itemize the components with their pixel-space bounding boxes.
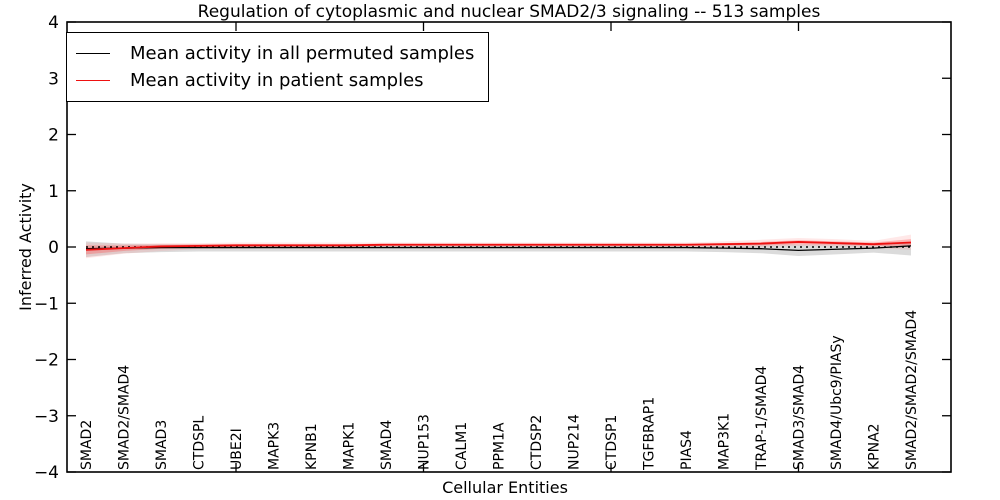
category-label: SMAD2 [79,420,95,470]
category-label: SMAD2/SMAD4 [117,365,133,470]
category-label: PPM1A [492,422,508,470]
y-tick-label: 3 [48,69,59,89]
legend-label-permuted: Mean activity in all permuted samples [130,43,475,64]
category-label: NUP214 [567,414,583,470]
category-label: PIAS4 [679,430,695,470]
chart-title: Regulation of cytoplasmic and nuclear SM… [197,2,821,22]
category-label: CTDSP2 [529,415,545,470]
legend-label-patient: Mean activity in patient samples [130,70,424,91]
category-label: CTDSP1 [604,415,620,470]
y-tick-label: 4 [48,13,59,33]
patient-outer-band [86,234,911,259]
category-label: SMAD4 [379,420,395,470]
permuted-line-swatch [76,53,110,54]
category-label: SMAD2/SMAD2/SMAD4 [904,310,920,470]
patient-line-swatch [76,80,110,81]
category-label: CALM1 [454,422,470,470]
category-label: MAP3K1 [717,413,733,470]
category-label: UBE2I [229,428,245,470]
category-label: KPNB1 [304,423,320,470]
patient-mean-line [85,241,912,251]
y-tick-label: 1 [48,182,59,202]
category-label: TRAP-1/SMAD4 [754,366,770,471]
y-tick-label: 0 [48,238,59,258]
category-label: MAPK3 [267,422,283,470]
category-label: SMAD4/Ubc9/PIASy [829,335,845,470]
category-label: SMAD3/SMAD4 [792,365,808,470]
y-tick-label: −3 [34,407,59,427]
patient-confidence-band [86,239,911,255]
y-tick-label: 2 [48,126,59,146]
category-label: SMAD3 [154,420,170,470]
y-tick-label: −2 [34,351,59,371]
legend-entry-permuted: Mean activity in all permuted samples [76,40,474,67]
y-tick-label: −4 [34,463,59,483]
x-axis-label: Cellular Entities [442,478,568,497]
category-label: MAPK1 [342,422,358,470]
y-tick-label: −1 [34,294,59,314]
legend-box: Mean activity in all permuted samples Me… [66,32,490,102]
permuted-mean-line [85,245,912,252]
category-label: TGFBRAP1 [642,397,658,471]
category-label: KPNA2 [867,423,883,470]
category-label: NUP153 [417,414,433,470]
legend-entry-patient: Mean activity in patient samples [76,67,474,94]
category-label: CTDSPL [192,416,208,470]
